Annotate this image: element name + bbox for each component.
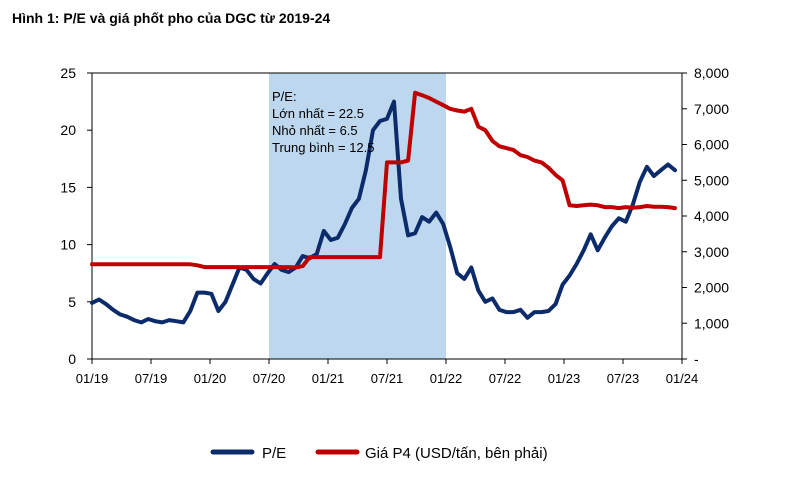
x-tick-label: 01/23	[548, 371, 581, 386]
x-tick-label: 07/23	[607, 371, 640, 386]
y-left-tick-label: 25	[60, 65, 76, 81]
legend-p4-label: Giá P4 (USD/tấn, bên phải)	[365, 445, 548, 462]
x-tick-label: 01/22	[430, 371, 463, 386]
y-left-tick-label: 10	[60, 237, 76, 253]
x-tick-label: 07/20	[253, 371, 286, 386]
y-left-tick-label: 15	[60, 179, 76, 195]
y-left-tick-label: 0	[68, 351, 76, 367]
y-right-tick-label: 8,000	[694, 65, 729, 81]
y-right-tick-label: -	[694, 351, 699, 367]
y-right-tick-label: 1,000	[694, 315, 729, 331]
shaded-region	[269, 73, 446, 359]
pe-series-line	[90, 99, 677, 325]
y-right-tick-label: 4,000	[694, 208, 729, 224]
y-right-tick-label: 3,000	[694, 244, 729, 260]
y-right-tick-label: 7,000	[694, 101, 729, 117]
y-left-tick-label: 5	[68, 294, 76, 310]
x-tick-label: 07/21	[371, 371, 404, 386]
y-right-tick-label: 6,000	[694, 137, 729, 153]
y-right-tick-label: 2,000	[694, 280, 729, 296]
x-tick-label: 01/19	[76, 371, 109, 386]
p4-price-series-line	[90, 90, 677, 270]
annotation-line: P/E:	[272, 89, 297, 104]
x-tick-label: 07/19	[135, 371, 168, 386]
y-left-tick-label: 20	[60, 122, 76, 138]
x-tick-label: 01/20	[194, 371, 227, 386]
annotation-line: Trung bình = 12.5	[272, 140, 375, 155]
y-right-tick-label: 5,000	[694, 172, 729, 188]
legend-pe-label: P/E	[262, 445, 286, 462]
x-tick-label: 01/24	[666, 371, 699, 386]
x-tick-label: 07/22	[489, 371, 522, 386]
chart-title: Hình 1: P/E và giá phốt pho của DGC từ 2…	[12, 10, 331, 26]
x-tick-label: 01/21	[312, 371, 345, 386]
annotation-line: Nhỏ nhất = 6.5	[272, 123, 358, 138]
annotation-line: Lớn nhất = 22.5	[272, 106, 364, 121]
